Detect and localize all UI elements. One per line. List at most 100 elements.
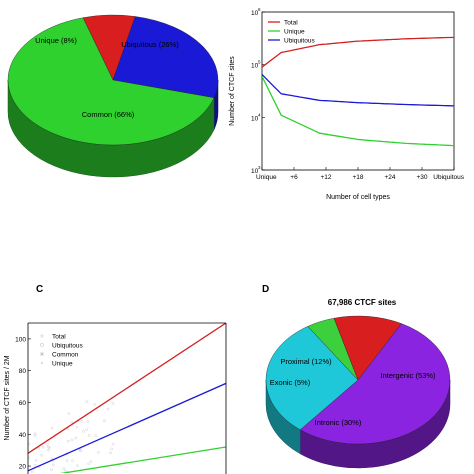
y-tick-label-c: 100 bbox=[15, 336, 26, 343]
pie-title-d: 67,986 CTCF sites bbox=[328, 298, 397, 307]
scatter-point-c bbox=[76, 464, 79, 467]
scatter-point-c bbox=[47, 448, 50, 452]
scatter-point-c bbox=[50, 426, 54, 430]
pie-chart-d: Intergenic (53%) Intronic (30%) Exonic (5%… bbox=[265, 315, 451, 469]
y-tick-label-c: 80 bbox=[19, 368, 27, 375]
legend-label-b: Unique bbox=[284, 29, 305, 36]
scatter-point-c bbox=[34, 458, 38, 462]
scatter-point-c bbox=[74, 436, 78, 440]
scatter-point-c bbox=[94, 434, 97, 437]
scatter-point-c bbox=[111, 402, 115, 405]
series-line-b-total bbox=[262, 36, 454, 68]
scatter-point-c bbox=[109, 451, 112, 455]
x-tick-label-b: +12 bbox=[320, 174, 331, 181]
series-line-b-unique bbox=[262, 76, 454, 147]
scatter-point-c bbox=[40, 453, 44, 457]
pie-label-d-3: Proximal (12%) bbox=[280, 357, 332, 366]
scatter-point-c bbox=[82, 429, 85, 433]
x-tick-label-b: +18 bbox=[352, 174, 363, 181]
y-tick-label-c: 20 bbox=[19, 464, 27, 471]
scatter-point-c bbox=[65, 459, 69, 463]
scatter-point-c bbox=[87, 434, 91, 437]
pie-chart-a: Unique (8%) Ubiquitous (26%) Common (66%) bbox=[7, 14, 219, 178]
fit-line-c-ubiquitous bbox=[28, 382, 226, 472]
scatter-point-c bbox=[66, 427, 70, 431]
scatter-point-c bbox=[33, 434, 37, 437]
legend-label-b: Total bbox=[284, 20, 298, 27]
scatter-point-c bbox=[89, 460, 93, 464]
scatter-point-c bbox=[80, 420, 84, 423]
scatter-point-c bbox=[97, 451, 100, 454]
scatter-point-c bbox=[75, 425, 79, 429]
scatter-point-c bbox=[110, 447, 114, 451]
panel-letter-d: D bbox=[262, 284, 269, 295]
legend-label-c: Common bbox=[52, 352, 79, 359]
scatter-point-c bbox=[66, 439, 70, 443]
y-tick-label-b: 10 bbox=[251, 115, 259, 122]
scatter-point-c bbox=[78, 448, 82, 452]
y-tick-label-b: 10 bbox=[251, 63, 259, 70]
panel-letter-c: C bbox=[36, 284, 43, 295]
y-tick-exponent-b: 6 bbox=[258, 7, 261, 12]
scatter-point-c bbox=[111, 442, 115, 446]
scatter-point-c bbox=[64, 469, 67, 473]
y-tick-exponent-b: 3 bbox=[258, 165, 261, 170]
legend-label-c: Unique bbox=[52, 361, 73, 368]
y-tick-label-b: 10 bbox=[251, 168, 259, 175]
pie-slice-d-1 bbox=[265, 326, 359, 431]
scatter-point-c bbox=[106, 407, 110, 411]
series-line-b-ubiquitous bbox=[262, 74, 454, 107]
scatter-point-c bbox=[85, 400, 89, 404]
scatter-point-c bbox=[47, 445, 50, 449]
scatter-point-c bbox=[62, 467, 66, 470]
pie-label-d-1: Intronic (30%) bbox=[315, 418, 362, 427]
pie-label-d-2: Exonic (5%) bbox=[270, 378, 311, 387]
x-tick-label-b: Ubiquitous bbox=[433, 174, 464, 181]
y-tick-exponent-b: 5 bbox=[258, 60, 261, 65]
scatter-point-c bbox=[87, 462, 91, 466]
y-axis-label-b: Number of CTCF sites bbox=[229, 56, 236, 126]
x-tick-label-b: +24 bbox=[384, 174, 395, 181]
y-tick-exponent-b: 4 bbox=[258, 112, 261, 117]
fit-line-c-common bbox=[59, 446, 226, 473]
pie-label-a-2: Common (66%) bbox=[82, 110, 135, 119]
fit-line-c-total bbox=[28, 323, 226, 454]
y-tick-label-b: 10 bbox=[251, 10, 259, 17]
scatter-point-c bbox=[103, 419, 106, 423]
y-axis-label-c: Number of CTCF sites / 2M bbox=[4, 355, 11, 440]
legend-marker-c bbox=[40, 343, 44, 347]
pie-slice-d-3 bbox=[333, 315, 402, 381]
legend-marker-c bbox=[40, 334, 44, 338]
scatter-point-c bbox=[85, 428, 88, 431]
y-tick-label-c: 40 bbox=[19, 432, 27, 439]
scatter-point-c bbox=[45, 443, 49, 446]
legend-c: Total Ubiquitous Common Unique bbox=[40, 334, 83, 368]
x-axis-label-b: Number of cell types bbox=[326, 194, 390, 201]
plot-frame-b bbox=[261, 11, 455, 171]
scatter-point-c bbox=[67, 412, 71, 415]
pie-label-a-0: Unique (8%) bbox=[35, 36, 77, 45]
scatter-point-c bbox=[50, 468, 53, 471]
legend-marker-c bbox=[40, 352, 44, 356]
pie-slice-d-0 bbox=[299, 323, 451, 445]
scatter-point-c bbox=[70, 421, 74, 424]
scatter-point-c bbox=[28, 456, 30, 460]
legend-label-c: Total bbox=[52, 334, 66, 341]
scatter-point-c bbox=[28, 442, 31, 446]
pie-label-a-1: Ubiquitous (26%) bbox=[121, 40, 179, 49]
pie-slice-a-1 bbox=[112, 16, 219, 98]
y-tick-label-c: 60 bbox=[19, 400, 27, 407]
scatter-point-c bbox=[37, 446, 41, 450]
x-tick-label-b: +6 bbox=[290, 174, 298, 181]
scatter-point-c bbox=[30, 470, 34, 473]
x-tick-label-b: +30 bbox=[416, 174, 427, 181]
legend-label-c: Ubiquitous bbox=[52, 343, 83, 350]
scatter-point-c bbox=[33, 432, 37, 436]
scatter-point-c bbox=[51, 463, 55, 467]
pie-slice-a-2 bbox=[7, 17, 215, 146]
scatter-point-c bbox=[71, 459, 74, 462]
scatter-point-c bbox=[70, 438, 74, 442]
x-tick-label-b: Unique bbox=[256, 174, 277, 181]
